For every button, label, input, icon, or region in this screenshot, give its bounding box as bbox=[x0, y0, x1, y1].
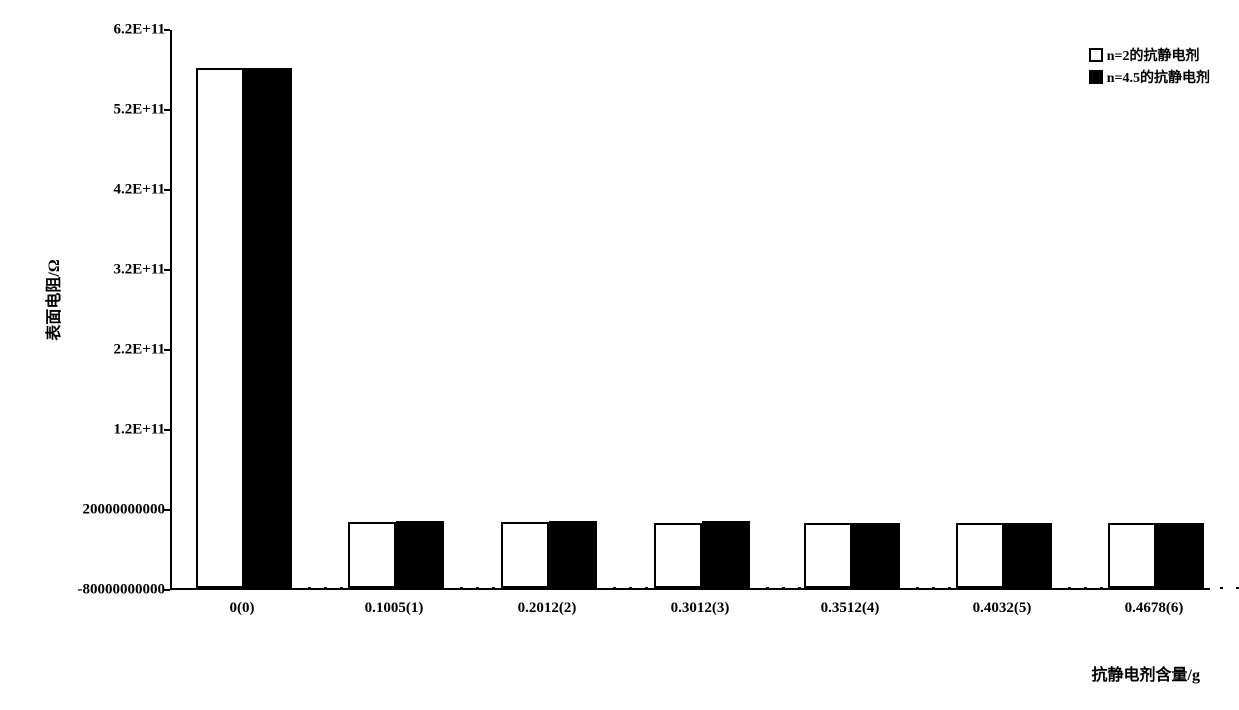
baseline-dot bbox=[324, 587, 327, 589]
legend: n=2的抗静电剂 n=4.5的抗静电剂 bbox=[1089, 45, 1210, 89]
legend-swatch-0 bbox=[1089, 48, 1103, 62]
x-tick-label: 0.4032(5) bbox=[973, 600, 1032, 617]
legend-item-1: n=4.5的抗静电剂 bbox=[1089, 67, 1210, 87]
baseline-dot bbox=[460, 587, 463, 589]
bar bbox=[396, 521, 444, 588]
legend-label-1: n=4.5的抗静电剂 bbox=[1107, 67, 1210, 87]
y-tick-label: 4.2E+11 bbox=[114, 182, 165, 199]
legend-swatch-1 bbox=[1089, 70, 1103, 84]
baseline-dot bbox=[613, 587, 616, 589]
legend-label-0: n=2的抗静电剂 bbox=[1107, 45, 1200, 65]
bar bbox=[1156, 523, 1204, 588]
baseline-dot bbox=[798, 587, 801, 589]
baseline-dot bbox=[476, 587, 479, 589]
bar bbox=[244, 68, 292, 588]
baseline-dot bbox=[629, 587, 632, 589]
bar bbox=[501, 522, 549, 588]
baseline-dot bbox=[1084, 587, 1087, 589]
baseline-dot bbox=[766, 587, 769, 589]
y-tick-label: 6.2E+11 bbox=[114, 22, 165, 39]
x-tick-label: 0.1005(1) bbox=[365, 600, 424, 617]
bar bbox=[1108, 523, 1156, 588]
baseline-dot bbox=[948, 587, 951, 589]
y-tick-label: 1.2E+11 bbox=[114, 422, 165, 439]
bar bbox=[196, 68, 244, 588]
bar bbox=[852, 523, 900, 588]
y-tick-label: 5.2E+11 bbox=[114, 102, 165, 119]
baseline-dot bbox=[1220, 587, 1223, 589]
y-tick-label: 2.2E+11 bbox=[114, 342, 165, 359]
x-tick-label: 0.3512(4) bbox=[821, 600, 880, 617]
y-tick-label: 3.2E+11 bbox=[114, 262, 165, 279]
bar bbox=[702, 521, 750, 588]
baseline-dot bbox=[932, 587, 935, 589]
bar bbox=[654, 523, 702, 588]
y-tick-label: 20000000000 bbox=[83, 502, 166, 519]
x-tick-label: 0.2012(2) bbox=[518, 600, 577, 617]
baseline-dot bbox=[340, 587, 343, 589]
x-tick-label: 0.3012(3) bbox=[671, 600, 730, 617]
baseline-dot bbox=[782, 587, 785, 589]
chart-container: 表面电阻/Ω -80000000000 20000000000 1.2E+11 2.2… bbox=[20, 20, 1220, 690]
y-tick-label: -80000000000 bbox=[78, 582, 166, 599]
baseline-dot bbox=[1100, 587, 1103, 589]
baseline-dot bbox=[308, 587, 311, 589]
bar bbox=[549, 521, 597, 588]
x-axis-title: 抗静电剂含量/g bbox=[1092, 661, 1200, 685]
baseline-dot bbox=[645, 587, 648, 589]
bar bbox=[804, 523, 852, 588]
baseline-dot bbox=[492, 587, 495, 589]
bar bbox=[956, 523, 1004, 588]
baseline-dot bbox=[916, 587, 919, 589]
plot-area: n=2的抗静电剂 n=4.5的抗静电剂 bbox=[170, 30, 1210, 590]
x-tick-label: 0(0) bbox=[230, 600, 255, 617]
x-tick-label: 0.4678(6) bbox=[1125, 600, 1184, 617]
bar bbox=[348, 522, 396, 588]
baseline-dot bbox=[1068, 587, 1071, 589]
bar bbox=[1004, 523, 1052, 588]
legend-item-0: n=2的抗静电剂 bbox=[1089, 45, 1210, 65]
y-axis-title: 表面电阻/Ω bbox=[40, 259, 64, 340]
